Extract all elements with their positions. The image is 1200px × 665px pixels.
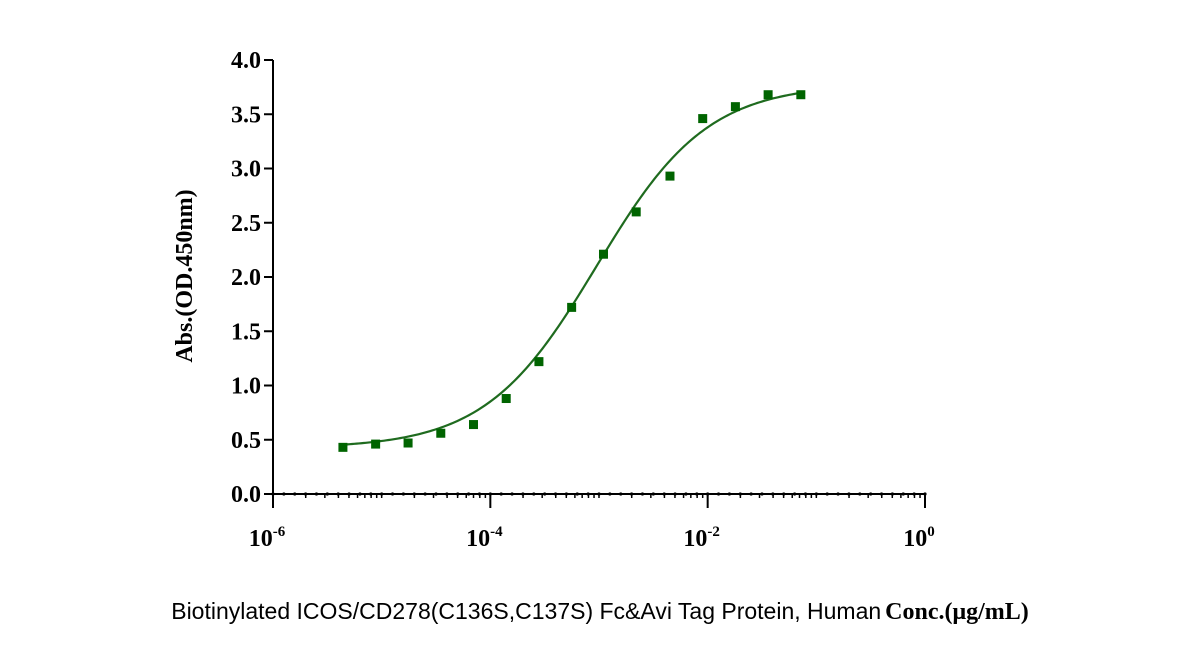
x-axis-dot: [803, 492, 808, 496]
x-axis-dot: [858, 492, 862, 496]
data-points: [338, 90, 806, 452]
x-axis-dot: [304, 492, 308, 496]
x-tick-label: 100: [903, 524, 935, 552]
x-axis-dot: [293, 492, 297, 496]
x-axis-dot: [760, 492, 764, 496]
x-axis-dot: [456, 492, 460, 496]
x-axis-dot: [684, 492, 688, 496]
data-point: [796, 90, 806, 100]
x-axis-dot: [543, 492, 547, 496]
axes: [272, 60, 926, 495]
data-point: [598, 249, 608, 259]
data-point: [436, 428, 446, 438]
x-tick-label: 10-2: [683, 524, 720, 552]
x-axis-dot: [825, 492, 829, 496]
data-point: [567, 302, 577, 312]
x-axis-dot: [325, 492, 329, 496]
x-axis-dot: [575, 492, 579, 496]
x-axis-dot: [380, 492, 384, 496]
x-axis-dot: [510, 492, 514, 496]
x-axis-dot: [423, 492, 427, 496]
fit-curve: [342, 91, 802, 446]
y-tick-label: 4.0: [231, 48, 261, 74]
x-axis-dot: [619, 492, 623, 496]
tick-marks: [264, 59, 927, 508]
x-axis-dot: [477, 492, 482, 496]
x-axis-dot: [282, 492, 286, 496]
x-axis-dot: [651, 492, 655, 496]
x-axis-dot: [869, 492, 873, 496]
data-point: [763, 90, 773, 100]
x-axis-dot: [412, 492, 416, 496]
x-axis-label-unit: Conc.(μg/mL): [885, 599, 1029, 625]
y-tick-label: 2.5: [231, 211, 261, 237]
x-axis-dot: [640, 492, 645, 496]
x-axis-dot: [532, 492, 536, 496]
x-axis-dot: [749, 492, 753, 496]
x-axis-dot: [347, 492, 351, 496]
x-axis-dot: [673, 492, 677, 496]
x-axis-dot: [662, 492, 666, 496]
x-axis-dot: [401, 492, 405, 496]
x-axis-dot: [336, 492, 340, 496]
data-point: [698, 114, 708, 124]
x-axis-dot: [912, 492, 916, 496]
x-axis-dot: [771, 492, 775, 496]
x-axis-dot: [793, 492, 797, 496]
x-axis-dot: [358, 492, 362, 496]
x-axis-dot: [716, 492, 721, 496]
y-axis-label: Abs.(OD.450nm): [172, 189, 198, 362]
x-axis-dot: [369, 492, 373, 496]
x-axis-dot: [695, 492, 699, 496]
data-point: [403, 438, 413, 448]
y-tick-label: 1.0: [231, 374, 261, 400]
y-tick-label: 2.0: [231, 265, 261, 291]
y-tick-label: 0.0: [231, 482, 261, 508]
data-point: [371, 439, 381, 449]
x-axis-dot: [434, 492, 438, 496]
x-axis-dot: [597, 492, 601, 496]
x-axis-dot: [836, 492, 840, 496]
x-axis-dot: [608, 492, 612, 496]
x-axis-dot: [782, 492, 786, 496]
x-axis-dot: [586, 492, 590, 496]
x-axis-dot: [727, 492, 732, 496]
x-axis-dot: [738, 492, 742, 496]
x-axis-dot: [901, 492, 905, 496]
x-axis-label-prefix: Biotinylated ICOS/CD278(C136S,C137S) Fc&…: [171, 598, 882, 624]
x-axis-dot: [847, 492, 851, 496]
data-point: [534, 357, 544, 367]
data-point: [631, 207, 641, 217]
x-axis-dot: [467, 492, 471, 496]
x-axis-dot: [630, 492, 634, 496]
x-axis-dot: [445, 492, 449, 496]
x-axis-dot: [314, 492, 319, 496]
y-tick-label: 0.5: [231, 428, 261, 454]
x-axis-label: Biotinylated ICOS/CD278(C136S,C137S) Fc&…: [0, 598, 1200, 626]
x-axis-dot: [390, 492, 395, 496]
y-tick-label: 3.5: [231, 102, 261, 128]
data-point: [730, 102, 740, 112]
data-point: [338, 442, 348, 452]
tick-labels: 0.0 0.5 1.0 1.5 2.0 2.5 3.0 3.5 4.0 10-6 10-4 10-2 1…: [231, 48, 935, 552]
x-axis-dot: [553, 492, 558, 496]
x-axis-dot: [890, 492, 895, 496]
x-tick-label: 10-4: [466, 524, 503, 552]
x-axis-dot: [814, 492, 818, 496]
y-tick-label: 3.0: [231, 157, 261, 183]
data-point: [469, 420, 479, 430]
data-point: [501, 394, 511, 404]
x-axis-dot: [499, 492, 503, 496]
data-point: [665, 171, 675, 181]
x-tick-label: 10-6: [249, 524, 286, 552]
x-axis-dot: [879, 492, 884, 496]
x-axis-dot: [521, 492, 525, 496]
y-tick-label: 1.5: [231, 319, 261, 345]
x-axis-dot: [564, 492, 569, 496]
